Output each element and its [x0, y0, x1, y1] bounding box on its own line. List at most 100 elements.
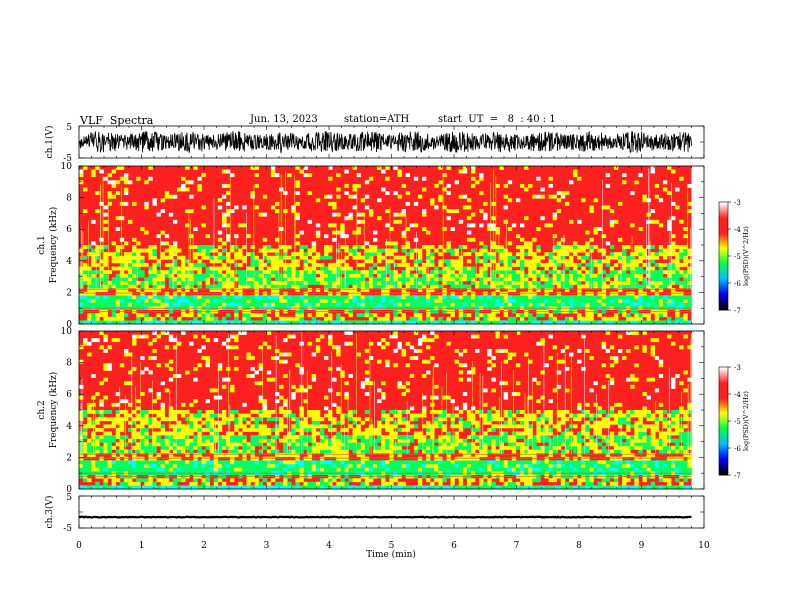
- spec-cell: [299, 248, 304, 253]
- spec-cell: [148, 288, 153, 292]
- spec-cell: [193, 420, 198, 425]
- spec-cell: [642, 298, 647, 303]
- spec-cell: [552, 255, 558, 260]
- spec-cell: [520, 266, 525, 271]
- spec-cell: [589, 248, 594, 253]
- spec-cell: [266, 302, 272, 307]
- spec-cell: [234, 453, 239, 457]
- spec-cell: [352, 438, 357, 443]
- spec-cell: [258, 212, 264, 217]
- spec-cell: [434, 334, 439, 339]
- spec-cell: [422, 273, 427, 278]
- spec-cell: [434, 456, 439, 461]
- spec-cell: [234, 345, 239, 350]
- spec-cell: [368, 356, 374, 361]
- spec-cell: [446, 216, 451, 221]
- spec-cell: [177, 270, 182, 275]
- spec-cell: [136, 295, 141, 300]
- spec-cell: [319, 277, 325, 282]
- spec-cell: [381, 295, 386, 300]
- spec-cell: [295, 427, 300, 432]
- spec-cell: [409, 302, 415, 307]
- spec-cell: [217, 467, 223, 472]
- spec-cell: [360, 295, 366, 300]
- spec-cell: [340, 478, 345, 483]
- spec-cell: [360, 212, 366, 217]
- colorbar-cell: [719, 274, 728, 277]
- spec-cell: [230, 259, 235, 264]
- spec-cell: [185, 417, 190, 422]
- spec-cell: [499, 291, 504, 296]
- spec-cell: [148, 298, 153, 303]
- spec-cell: [140, 417, 145, 422]
- spec-cell: [336, 348, 341, 353]
- spec-cell: [209, 273, 215, 278]
- spec-cell: [201, 255, 206, 260]
- spec-cell: [634, 248, 639, 253]
- spec-cell: [638, 291, 643, 296]
- spec-cell: [328, 442, 333, 447]
- spec-cell: [307, 384, 313, 389]
- spec-cell: [119, 460, 125, 465]
- spec-cell: [185, 284, 190, 289]
- spec-cell: [299, 298, 304, 303]
- spec-cell: [417, 460, 423, 465]
- spec-cell: [503, 291, 509, 296]
- spec-cell: [507, 227, 513, 231]
- spec-cell: [352, 230, 357, 235]
- spec-cell: [205, 478, 210, 483]
- colorbar-cell: [719, 216, 728, 219]
- spec-cell: [87, 313, 92, 318]
- spec-cell: [221, 481, 227, 486]
- spec-cell: [573, 277, 578, 282]
- spec-cell: [381, 302, 386, 307]
- spec-cell: [613, 255, 619, 260]
- spec-cell: [389, 435, 394, 440]
- spec-cell: [324, 413, 329, 418]
- spec-cell: [548, 295, 553, 300]
- spec-cell: [352, 166, 357, 170]
- spec-cell: [417, 259, 423, 264]
- spec-cell: [295, 456, 300, 461]
- spec-cell: [128, 449, 133, 454]
- spec-cell: [132, 259, 137, 264]
- spec-cell: [356, 435, 362, 440]
- spec-cell: [144, 431, 149, 436]
- spec-cell: [340, 467, 345, 472]
- spec-cell: [197, 252, 202, 257]
- spec-cell: [295, 424, 300, 429]
- colorbar-cell: [719, 243, 728, 246]
- spec-cell: [426, 370, 431, 375]
- spec-cell: [564, 316, 570, 321]
- spec-cell: [340, 245, 345, 249]
- spec-cell: [687, 270, 692, 275]
- spec-cell: [630, 295, 635, 300]
- spec-cell: [679, 284, 684, 289]
- spec-cell: [103, 424, 108, 429]
- spec-cell: [368, 427, 374, 432]
- spec-cell: [226, 485, 231, 490]
- spec-cell: [597, 270, 602, 275]
- spec-cell: [177, 277, 182, 282]
- spec-cell: [569, 180, 574, 185]
- spec-cell: [401, 384, 406, 389]
- spec-cell: [430, 295, 435, 300]
- spec-cell: [107, 435, 112, 440]
- spec-cell: [524, 273, 529, 278]
- spec-cell: [230, 273, 235, 278]
- spec-cell: [295, 191, 300, 196]
- spec-cell: [389, 478, 394, 483]
- spec-cell: [450, 280, 455, 285]
- spec-cell: [136, 445, 141, 450]
- spec-cell: [152, 460, 157, 465]
- spec-cell: [152, 338, 157, 343]
- spec-cell: [487, 295, 492, 300]
- spec-cell: [99, 288, 104, 292]
- spec-cell: [266, 284, 272, 289]
- spec-cell: [646, 298, 651, 303]
- spec-cell: [658, 313, 664, 318]
- spec-cell: [238, 424, 243, 429]
- spec-cell: [103, 435, 108, 440]
- spec-cell: [238, 467, 243, 472]
